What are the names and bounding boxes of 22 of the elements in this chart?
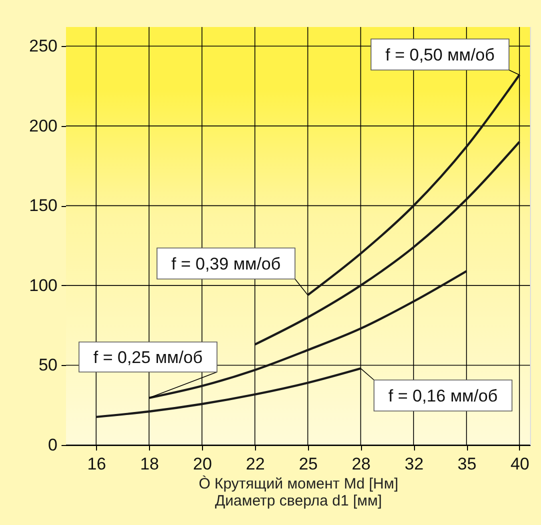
x-tick-label: 32	[404, 454, 424, 474]
y-tick-label: 100	[29, 276, 58, 295]
x-tick-label: 28	[352, 454, 371, 474]
x-tick-label: 22	[246, 454, 265, 474]
x-tick-label: 35	[458, 454, 476, 474]
y-tick-label: 50	[38, 356, 58, 375]
x-tick-label: 16	[87, 454, 106, 474]
y-tick-label: 0	[48, 436, 58, 454]
line-series	[306, 74, 521, 296]
x-tick-label: 40	[510, 454, 530, 474]
y-tick-label: 250	[29, 36, 58, 56]
x-tick-label: 18	[140, 454, 160, 474]
x-axis-title: Ò Крутящий момент Md [Нм] Диаметр сверла d1 [мм]	[198, 474, 398, 510]
annotation: f = 0,25 мм/об	[93, 348, 203, 367]
annotation: f = 0,39 мм/об	[171, 254, 281, 274]
line-series	[95, 367, 362, 418]
annotation: f = 0,50 мм/об	[385, 46, 495, 64]
y-tick-label: 200	[29, 116, 58, 136]
annotation: f = 0,16 мм/об	[388, 386, 498, 406]
x-tick-label: 25	[298, 454, 318, 474]
x-tick-label: 20	[193, 454, 212, 474]
y-tick-label: 150	[29, 196, 58, 216]
